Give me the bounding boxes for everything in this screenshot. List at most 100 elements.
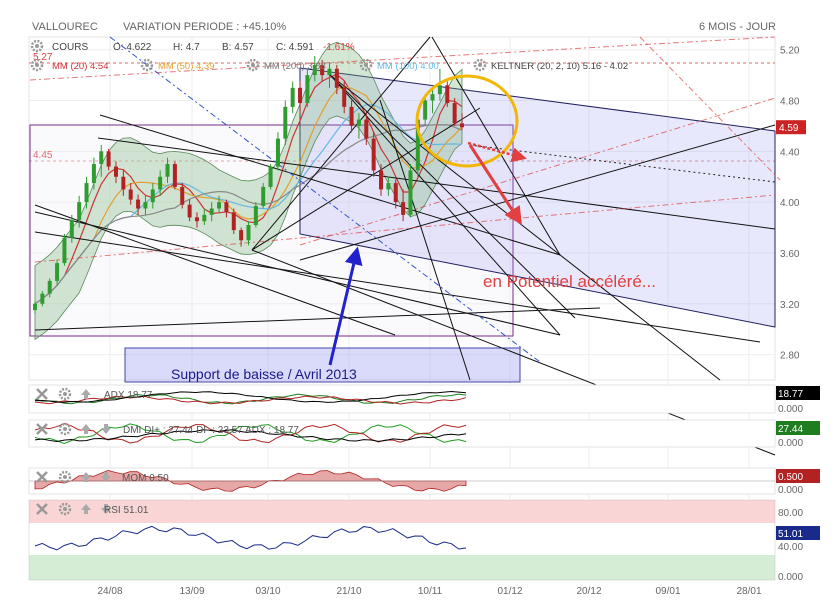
fibo-line[interactable] [34,194,776,263]
gear-icon[interactable] [58,422,72,436]
highlight-ellipse[interactable] [415,74,519,168]
trend-line[interactable] [251,107,481,251]
candle[interactable] [158,170,163,196]
trend-line[interactable] [329,74,576,319]
candle[interactable] [261,183,266,209]
candle[interactable] [47,278,52,298]
candle[interactable] [430,87,435,114]
settings-icon[interactable] [30,39,44,53]
trend-line[interactable] [251,36,431,251]
blue-dashdot-line[interactable] [109,36,541,363]
candle[interactable] [275,132,280,171]
close-icon[interactable] [36,423,48,435]
candle[interactable] [121,170,126,196]
candle[interactable] [231,208,236,234]
candle[interactable] [371,132,376,177]
settings-icon[interactable] [30,58,44,72]
candle[interactable] [283,100,288,145]
trend-line[interactable] [34,204,396,336]
move-up-icon[interactable] [81,424,91,434]
trend-line[interactable] [299,124,776,261]
candle[interactable] [202,208,207,226]
candle[interactable] [143,195,148,215]
move-up-icon[interactable] [81,389,91,399]
indicator-panel[interactable] [28,384,776,414]
fibo-line[interactable] [299,97,776,246]
candle[interactable] [334,64,339,95]
move-up-icon[interactable] [81,472,91,482]
candle[interactable] [180,183,185,209]
candle[interactable] [55,259,60,285]
fibo-line[interactable] [639,36,781,181]
candle[interactable] [460,113,464,130]
close-icon[interactable] [36,388,48,400]
candle[interactable] [305,68,310,107]
trend-line[interactable] [379,99,471,381]
candle[interactable] [298,81,303,114]
candle[interactable] [239,227,244,247]
candle[interactable] [327,62,332,88]
candle[interactable] [77,195,82,228]
candle[interactable] [194,212,199,228]
candle[interactable] [84,176,89,209]
fibo-line[interactable] [29,36,776,81]
trend-line[interactable] [329,74,721,381]
candle[interactable] [165,157,170,184]
move-up-icon[interactable] [81,504,91,514]
candle[interactable] [408,164,413,218]
candle[interactable] [69,214,74,243]
trend-line[interactable] [431,36,561,256]
settings-icon[interactable] [473,58,487,72]
settings-icon[interactable] [359,58,373,72]
candle[interactable] [246,221,251,246]
candle[interactable] [113,161,118,184]
candle[interactable] [290,81,295,114]
candle[interactable] [349,100,354,133]
candle[interactable] [106,148,111,171]
blue-arrow[interactable] [328,246,363,366]
candle[interactable] [423,94,428,126]
candle[interactable] [91,157,96,190]
candle[interactable] [128,183,133,205]
trend-line[interactable] [34,231,761,343]
move-down-icon[interactable] [101,424,111,434]
close-icon[interactable] [36,503,48,515]
trend-line[interactable] [34,307,601,331]
candle[interactable] [62,233,67,266]
candle[interactable] [268,164,273,190]
candle[interactable] [224,199,229,218]
gear-icon[interactable] [58,502,72,516]
candle[interactable] [209,202,214,222]
trend-line[interactable] [99,114,561,256]
candle[interactable] [386,176,391,196]
candle[interactable] [312,56,317,82]
candle[interactable] [253,202,258,228]
candle[interactable] [150,183,155,209]
candle[interactable] [187,199,192,222]
trend-line[interactable] [34,211,561,336]
candle[interactable] [99,144,104,177]
candle[interactable] [40,291,45,307]
candle[interactable] [136,194,141,215]
period-label[interactable]: 6 MOIS - JOUR [698,21,776,33]
candle[interactable] [356,113,361,139]
trend-line[interactable] [97,137,776,230]
move-down-icon[interactable] [101,472,111,482]
candle[interactable] [452,97,457,126]
candle[interactable] [445,81,450,107]
candle[interactable] [320,59,325,82]
gear-icon[interactable] [58,470,72,484]
support-box[interactable] [124,347,521,383]
indicator-panel[interactable] [28,499,776,581]
candle[interactable] [393,179,398,209]
candle[interactable] [342,81,347,114]
settings-icon[interactable] [140,58,154,72]
candle[interactable] [33,301,37,314]
move-down-icon[interactable] [101,504,111,514]
candle[interactable] [401,189,406,222]
candle[interactable] [364,113,369,145]
close-icon[interactable] [36,471,48,483]
settings-icon[interactable] [246,58,260,72]
candle[interactable] [379,164,384,196]
